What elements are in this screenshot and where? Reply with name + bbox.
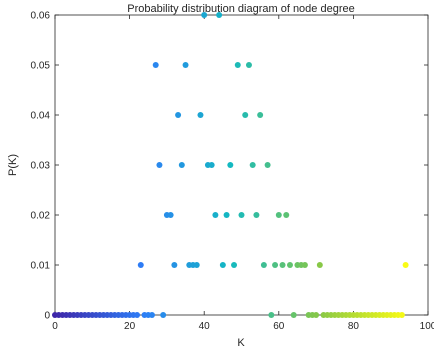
data-point (156, 162, 163, 168)
data-point (134, 312, 141, 318)
data-point (193, 262, 200, 268)
x-tick-label: 100 (420, 321, 434, 332)
y-tick-label: 0 (44, 311, 50, 322)
x-tick-label: 80 (348, 321, 360, 332)
x-axis-label: K (237, 337, 245, 349)
data-point (152, 62, 159, 68)
data-point (268, 312, 275, 318)
x-tick-label: 60 (273, 321, 285, 332)
chart-title: Probability distribution diagram of node… (127, 3, 354, 15)
y-tick-label: 0.05 (31, 61, 51, 72)
data-point (245, 62, 252, 68)
data-point (260, 262, 267, 268)
data-point (208, 162, 215, 168)
data-point (301, 262, 308, 268)
data-point (212, 212, 219, 218)
data-point (313, 312, 320, 318)
data-point (275, 212, 282, 218)
data-point (242, 112, 249, 118)
data-point (175, 112, 182, 118)
data-point (167, 212, 174, 218)
x-tick-label: 20 (124, 321, 136, 332)
data-point (286, 262, 293, 268)
data-point (257, 112, 264, 118)
x-tick-label: 0 (52, 321, 58, 332)
x-axis-ticks: 0 20 40 60 80 100 (52, 15, 434, 332)
data-point (249, 162, 256, 168)
data-point (264, 162, 271, 168)
data-point (178, 162, 185, 168)
data-point (238, 212, 245, 218)
data-point (402, 262, 409, 268)
data-point (227, 162, 234, 168)
data-point (171, 262, 178, 268)
y-tick-label: 0.04 (31, 111, 51, 122)
plot-frame (54, 14, 429, 316)
data-point (160, 312, 167, 318)
data-point (216, 12, 223, 18)
data-point (279, 262, 286, 268)
data-point (219, 262, 226, 268)
data-point (231, 262, 238, 268)
data-point (398, 312, 405, 318)
y-tick-label: 0.01 (31, 261, 51, 272)
data-point (316, 262, 323, 268)
data-point (182, 62, 189, 68)
data-point (272, 262, 279, 268)
y-tick-label: 0.02 (31, 211, 51, 222)
data-point (290, 312, 297, 318)
data-point (223, 212, 230, 218)
data-point (234, 62, 241, 68)
y-axis-ticks: 0 0.01 0.02 0.03 0.04 0.05 0.06 (31, 11, 428, 322)
data-point (201, 12, 208, 18)
data-point (253, 212, 260, 218)
data-point (283, 212, 290, 218)
y-tick-label: 0.03 (31, 161, 51, 172)
data-point (137, 262, 144, 268)
data-point (148, 312, 155, 318)
x-tick-label: 40 (199, 321, 211, 332)
data-point (197, 112, 204, 118)
y-axis-label: P(K) (7, 154, 19, 176)
y-tick-label: 0.06 (31, 11, 51, 22)
data-points (52, 12, 409, 318)
